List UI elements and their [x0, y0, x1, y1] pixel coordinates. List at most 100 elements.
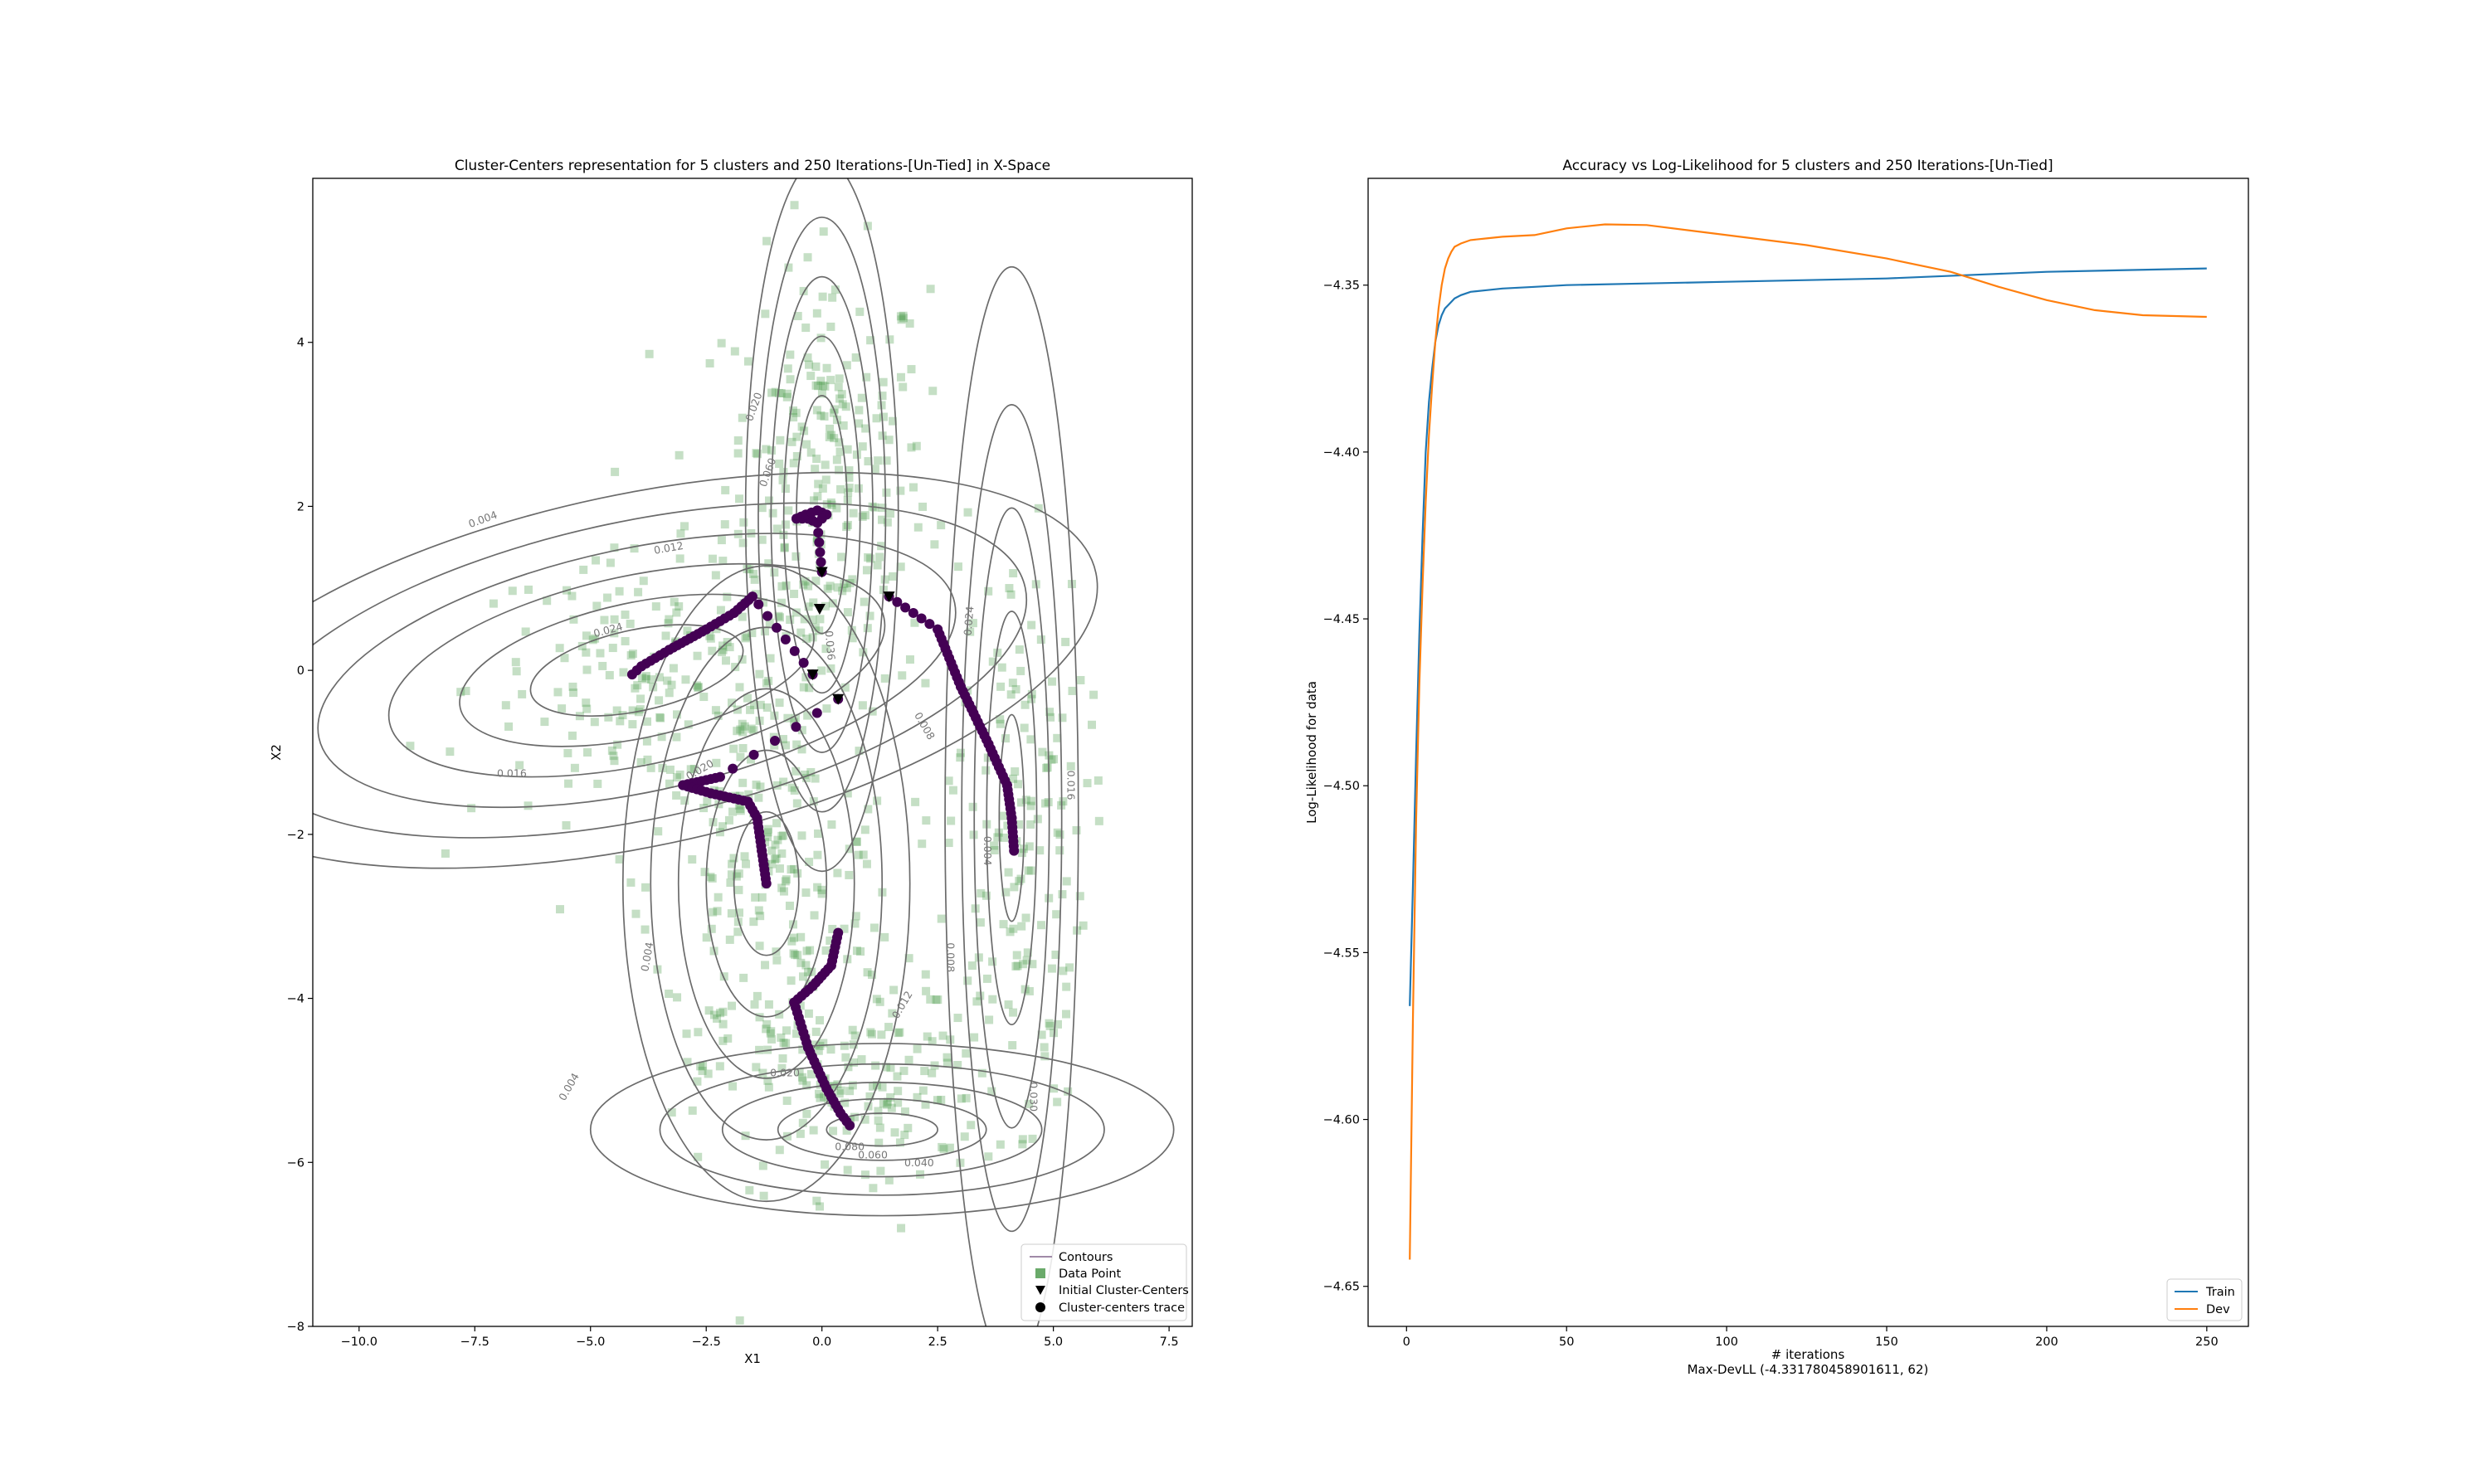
data-point [1006, 590, 1016, 599]
data-point [1037, 921, 1046, 930]
data-point [792, 799, 801, 808]
data-point [806, 448, 816, 457]
data-point [593, 779, 602, 788]
data-point [884, 1023, 894, 1032]
data-point [558, 704, 567, 713]
data-point [709, 1010, 718, 1019]
data-point [724, 815, 733, 825]
data-point [802, 1109, 811, 1118]
data-point [855, 406, 864, 415]
data-point [511, 658, 520, 667]
data-point [1045, 1021, 1055, 1030]
data-point [889, 572, 898, 581]
x-tick-label: 2.5 [928, 1336, 947, 1349]
data-point [1045, 893, 1054, 903]
data-point [711, 571, 720, 580]
data-point [1015, 645, 1024, 654]
contour-line [621, 565, 911, 1203]
data-point [616, 717, 625, 726]
data-point [976, 991, 985, 1000]
data-point [738, 654, 747, 664]
data-point [797, 422, 806, 431]
data-point [908, 483, 918, 492]
data-point [798, 1045, 807, 1054]
data-point [708, 873, 717, 883]
data-point [714, 893, 723, 902]
data-point [817, 389, 826, 398]
data-point [756, 700, 765, 709]
data-point [947, 816, 956, 825]
trace-point [798, 657, 809, 668]
data-point [838, 586, 847, 596]
data-point [750, 700, 759, 709]
data-point [895, 1028, 904, 1037]
data-point [729, 854, 738, 863]
data-point [721, 485, 730, 494]
data-point [699, 1061, 708, 1070]
left-chart-title: Cluster-Centers representation for 5 clu… [455, 158, 1050, 174]
data-point [865, 1092, 874, 1101]
data-point [816, 377, 826, 386]
data-point [809, 598, 818, 607]
data-point [637, 674, 646, 683]
data-point [899, 1066, 908, 1075]
data-point [812, 455, 821, 464]
data-point [897, 315, 906, 324]
cluster-traces-layer [626, 505, 1020, 1131]
data-point [883, 1100, 892, 1109]
data-point-legend-swatch [1035, 1268, 1045, 1278]
legend-contours-label: Contours [1059, 1251, 1113, 1264]
data-point [792, 552, 801, 561]
data-point [916, 1170, 925, 1179]
data-point [749, 917, 758, 927]
contour-line [777, 1097, 987, 1161]
data-point [896, 372, 905, 382]
data-point [743, 632, 752, 641]
data-point [676, 529, 685, 538]
data-point [790, 718, 799, 727]
data-point [813, 533, 822, 543]
right-plot-frame [1367, 178, 2249, 1327]
data-point [845, 473, 854, 482]
data-point [822, 704, 831, 713]
data-point [1003, 821, 1012, 830]
data-point [987, 1087, 996, 1096]
data-point [796, 958, 806, 967]
data-point [1012, 951, 1021, 960]
data-point [866, 1028, 875, 1037]
data-point [792, 766, 801, 776]
data-point [880, 674, 889, 683]
data-point [718, 822, 728, 831]
data-point [967, 1121, 976, 1130]
contour-line [986, 611, 1038, 1026]
data-point [793, 312, 802, 321]
trace-point [762, 611, 773, 621]
data-point [767, 388, 777, 397]
data-point [738, 719, 747, 728]
data-point [990, 841, 999, 850]
data-point [1022, 956, 1031, 965]
data-point [735, 683, 744, 692]
data-point [786, 350, 795, 359]
trace-point [916, 613, 927, 624]
data-point [821, 382, 830, 391]
data-point [515, 761, 524, 770]
data-point [789, 459, 798, 468]
contour-label: 0.020 [770, 1066, 800, 1078]
data-point [773, 835, 782, 844]
left-legend: Contours Data Point Initial Cluster-Cent… [1020, 1243, 1189, 1321]
legend-initial-centers-label: Initial Cluster-Centers [1059, 1284, 1189, 1297]
initial-center-marker [816, 567, 828, 578]
data-point [988, 957, 997, 966]
data-point [875, 1123, 884, 1132]
data-point [563, 748, 572, 757]
data-point [850, 1112, 859, 1122]
data-point [802, 1081, 811, 1090]
contour-line [826, 1112, 939, 1147]
data-point [910, 618, 919, 627]
data-point [857, 393, 866, 402]
data-point [742, 859, 751, 869]
data-point [948, 786, 957, 795]
data-point [860, 597, 869, 606]
data-point [872, 995, 881, 1004]
